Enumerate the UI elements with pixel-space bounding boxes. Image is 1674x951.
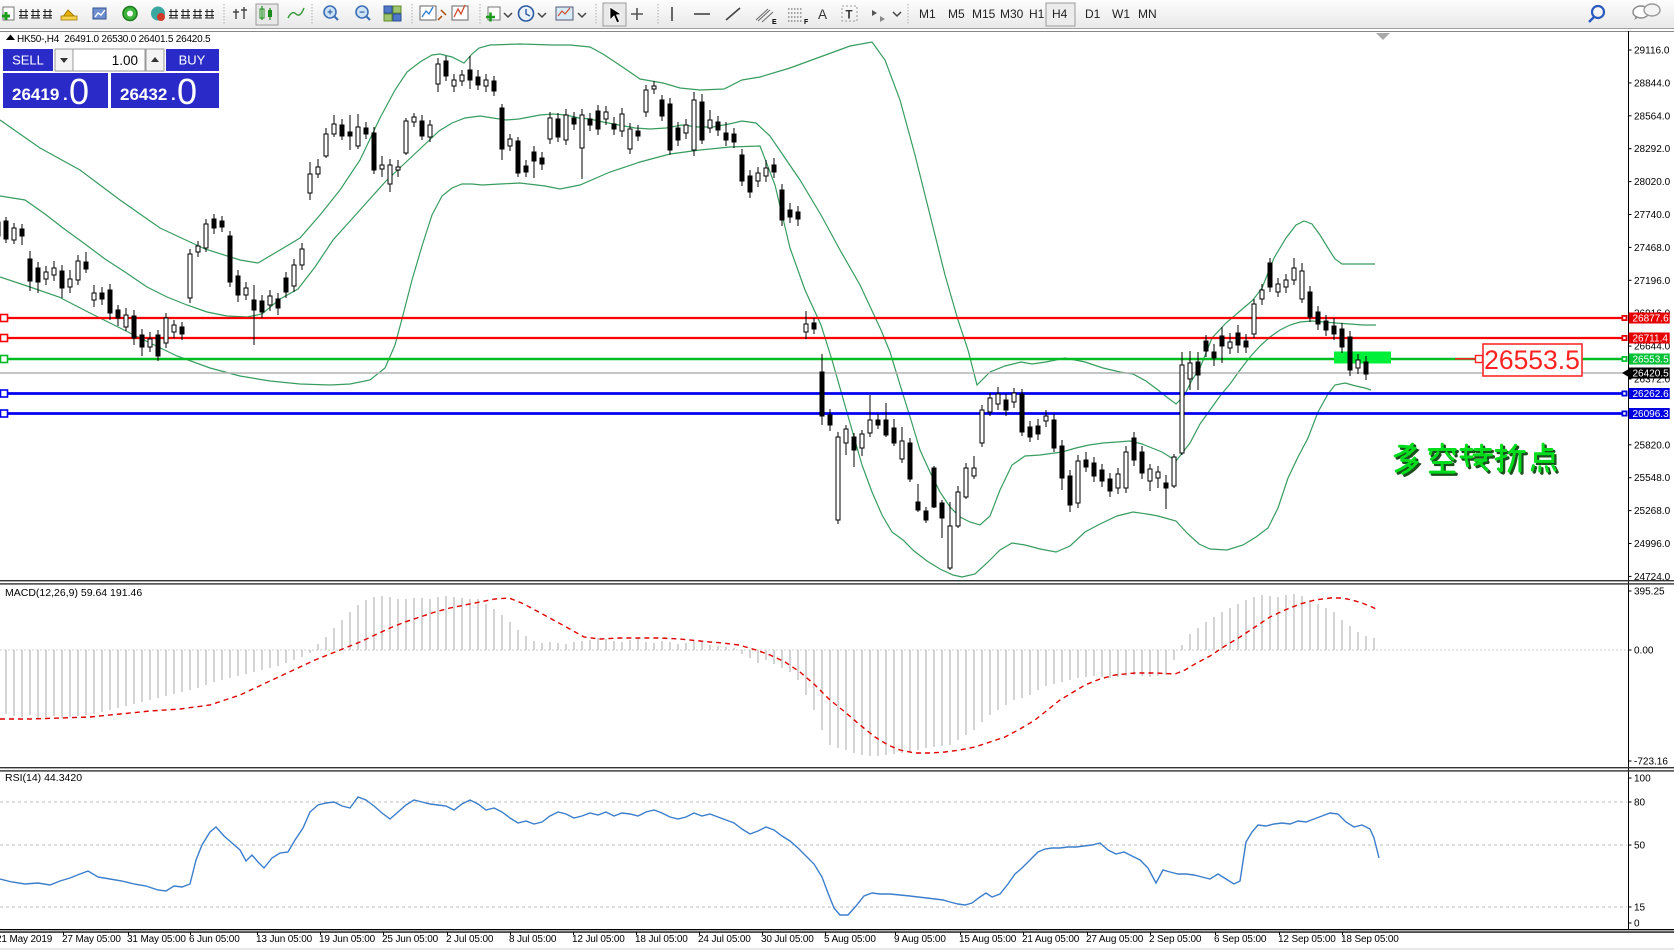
svg-text:18 Jul 05:00: 18 Jul 05:00 bbox=[635, 934, 688, 945]
svg-text:T: T bbox=[846, 10, 853, 22]
svg-text:F: F bbox=[804, 19, 809, 26]
svg-text:E: E bbox=[772, 19, 777, 26]
svg-text:W1: W1 bbox=[1112, 7, 1130, 21]
svg-text:24 Jul 05:00: 24 Jul 05:00 bbox=[698, 934, 751, 945]
svg-text:0: 0 bbox=[1634, 919, 1640, 930]
svg-text:25548.0: 25548.0 bbox=[1634, 473, 1671, 484]
svg-text:9 Aug 05:00: 9 Aug 05:00 bbox=[894, 934, 946, 945]
svg-text:26096.3: 26096.3 bbox=[1633, 409, 1670, 420]
svg-text:28292.0: 28292.0 bbox=[1634, 144, 1671, 155]
svg-text:26711.4: 26711.4 bbox=[1633, 334, 1669, 345]
svg-text:29116.0: 29116.0 bbox=[1634, 46, 1670, 57]
svg-text:M30: M30 bbox=[1000, 7, 1024, 21]
svg-text:D1: D1 bbox=[1085, 7, 1101, 21]
svg-text:25 Jun 05:00: 25 Jun 05:00 bbox=[382, 934, 439, 945]
svg-text:18 Sep 05:00: 18 Sep 05:00 bbox=[1341, 934, 1399, 945]
svg-text:21 May 2019: 21 May 2019 bbox=[0, 934, 53, 945]
svg-text:M15: M15 bbox=[972, 7, 996, 21]
svg-text:26644.0: 26644.0 bbox=[1634, 342, 1671, 353]
svg-text:15 Aug 05:00: 15 Aug 05:00 bbox=[959, 934, 1017, 945]
svg-text:M5: M5 bbox=[948, 7, 965, 21]
svg-text:+: + bbox=[327, 8, 333, 19]
svg-text:21 Aug 05:00: 21 Aug 05:00 bbox=[1022, 934, 1080, 945]
svg-text:27 Aug 05:00: 27 Aug 05:00 bbox=[1086, 934, 1144, 945]
svg-text:0: 0 bbox=[177, 71, 197, 112]
svg-text:26262.6: 26262.6 bbox=[1633, 389, 1670, 400]
svg-text:25820.0: 25820.0 bbox=[1634, 440, 1671, 451]
svg-text:28844.0: 28844.0 bbox=[1634, 78, 1671, 89]
svg-text:26432: 26432 bbox=[120, 85, 167, 104]
svg-text:8 Jul 05:00: 8 Jul 05:00 bbox=[509, 934, 557, 945]
svg-text:25268.0: 25268.0 bbox=[1634, 506, 1671, 517]
svg-text:0: 0 bbox=[69, 71, 89, 112]
svg-text:M1: M1 bbox=[919, 7, 936, 21]
svg-text:26420.5: 26420.5 bbox=[1633, 369, 1670, 380]
svg-text:RSI(14) 44.3420: RSI(14) 44.3420 bbox=[5, 772, 82, 784]
svg-text:50: 50 bbox=[1634, 841, 1646, 852]
svg-text:MN: MN bbox=[1138, 7, 1157, 21]
svg-text:12 Sep 05:00: 12 Sep 05:00 bbox=[1278, 934, 1336, 945]
svg-text:27196.0: 27196.0 bbox=[1634, 276, 1671, 287]
svg-text:100: 100 bbox=[1634, 774, 1651, 785]
svg-text:A: A bbox=[818, 7, 827, 22]
svg-text:0.00: 0.00 bbox=[1634, 646, 1654, 657]
svg-text:27 May 05:00: 27 May 05:00 bbox=[62, 934, 121, 945]
svg-text:H1: H1 bbox=[1029, 7, 1045, 21]
svg-text:-723.16: -723.16 bbox=[1634, 757, 1668, 768]
svg-text:26372.0: 26372.0 bbox=[1634, 375, 1671, 386]
svg-text:80: 80 bbox=[1634, 798, 1646, 809]
svg-text:2 Jul 05:00: 2 Jul 05:00 bbox=[446, 934, 494, 945]
svg-text:13 Jun 05:00: 13 Jun 05:00 bbox=[256, 934, 313, 945]
svg-text:28020.0: 28020.0 bbox=[1634, 177, 1671, 188]
svg-text:SELL: SELL bbox=[12, 53, 44, 68]
svg-text:−: − bbox=[359, 8, 365, 19]
svg-text:24724.0: 24724.0 bbox=[1634, 572, 1671, 583]
svg-text:5 Aug 05:00: 5 Aug 05:00 bbox=[824, 934, 876, 945]
svg-text:19 Jun 05:00: 19 Jun 05:00 bbox=[319, 934, 376, 945]
svg-text:27740.0: 27740.0 bbox=[1634, 210, 1671, 221]
svg-text:15: 15 bbox=[1634, 903, 1646, 914]
svg-text:6 Sep 05:00: 6 Sep 05:00 bbox=[1214, 934, 1267, 945]
svg-text:31 May 05:00: 31 May 05:00 bbox=[127, 934, 186, 945]
svg-text:6 Jun 05:00: 6 Jun 05:00 bbox=[189, 934, 240, 945]
svg-text:MACD(12,26,9) 59.64 191.46: MACD(12,26,9) 59.64 191.46 bbox=[5, 587, 142, 599]
svg-text:1.00: 1.00 bbox=[112, 53, 138, 68]
svg-text:27468.0: 27468.0 bbox=[1634, 243, 1671, 254]
svg-text:395.25: 395.25 bbox=[1634, 587, 1665, 598]
svg-text:28564.0: 28564.0 bbox=[1634, 111, 1671, 122]
svg-text:.: . bbox=[63, 85, 68, 104]
svg-text:12 Jul 05:00: 12 Jul 05:00 bbox=[572, 934, 625, 945]
svg-text:HK50-,H4 26491.0 26530.0 2640: HK50-,H4 26491.0 26530.0 26401.5 26420.5 bbox=[17, 34, 211, 45]
svg-text:2 Sep 05:00: 2 Sep 05:00 bbox=[1149, 934, 1202, 945]
svg-text:BUY: BUY bbox=[179, 53, 206, 68]
svg-text:26419: 26419 bbox=[12, 85, 59, 104]
svg-text:24996.0: 24996.0 bbox=[1634, 539, 1671, 550]
svg-text:26877.6: 26877.6 bbox=[1633, 314, 1670, 325]
svg-text:30 Jul 05:00: 30 Jul 05:00 bbox=[761, 934, 814, 945]
svg-text:26553.5: 26553.5 bbox=[1484, 345, 1580, 375]
svg-text:26553.5: 26553.5 bbox=[1633, 355, 1670, 366]
svg-text:.: . bbox=[171, 85, 176, 104]
svg-text:H4: H4 bbox=[1052, 7, 1068, 21]
